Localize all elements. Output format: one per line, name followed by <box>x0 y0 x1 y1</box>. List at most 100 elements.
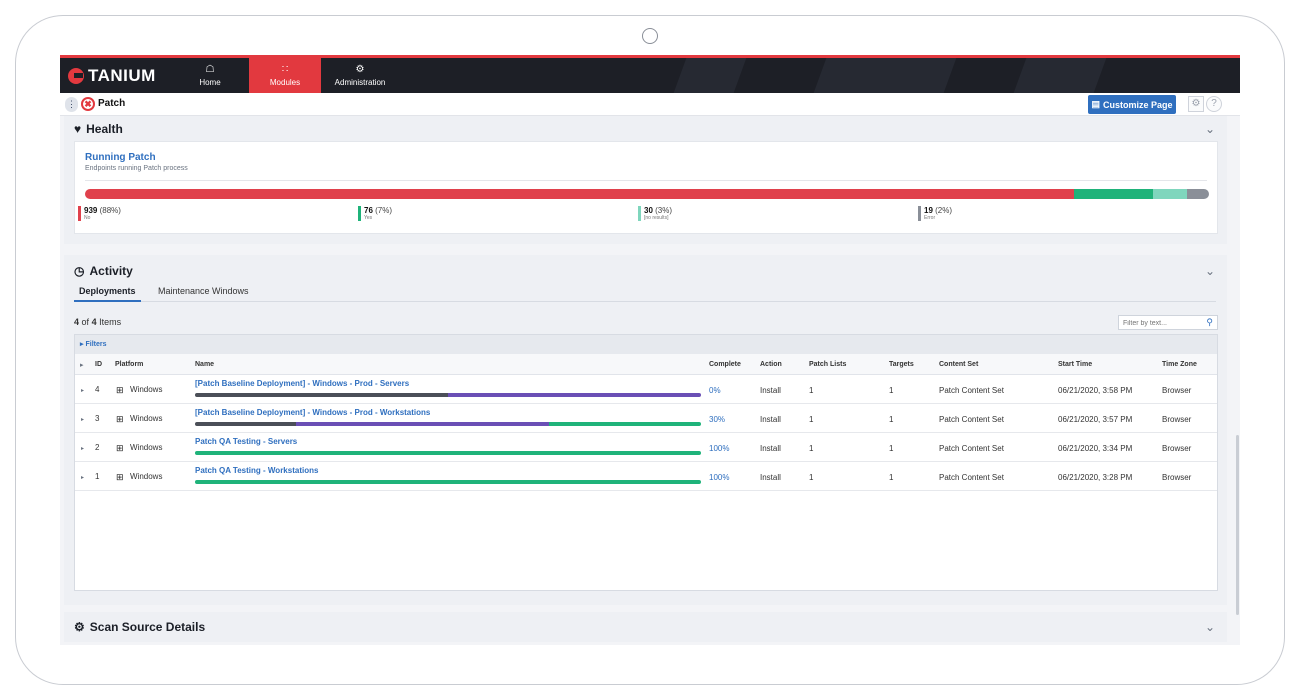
expand-row-icon[interactable]: ▸ <box>81 388 85 394</box>
card-subtitle: Endpoints running Patch process <box>85 165 188 172</box>
health-bar-segment <box>1074 189 1153 199</box>
activity-section: ◷ Activity ⌄ Deployments Maintenance Win… <box>64 255 1227 605</box>
health-stacked-bar <box>85 189 1209 199</box>
nav-administration-label: Administration <box>334 78 386 87</box>
customize-page-label: Customize Page <box>1102 99 1173 110</box>
row-platform: Windows <box>130 443 163 452</box>
legend-value: 939 (88%) <box>84 206 121 215</box>
settings-gear-button[interactable]: ⚙ <box>1188 96 1204 112</box>
progress-segment <box>296 422 550 426</box>
row-platform: Windows <box>130 472 163 481</box>
table-header: ▸ ID Platform Name Complete Action Patch… <box>75 354 1217 375</box>
legend-label: Yes <box>364 215 373 221</box>
tanium-logo[interactable]: TANIUM <box>68 66 156 86</box>
page-title: Patch <box>98 98 126 109</box>
customize-page-button[interactable]: ▤ Customize Page <box>1088 95 1176 114</box>
help-button[interactable]: ? <box>1206 96 1222 112</box>
table-row[interactable]: ▸ 4 ⊞ Windows [Patch Baseline Deployment] - … <box>75 375 1217 404</box>
expand-row-icon[interactable]: ▸ <box>81 417 85 423</box>
legend-value: 76 (7%) <box>364 206 392 215</box>
row-action: Install <box>760 473 781 482</box>
row-targets: 1 <box>889 386 894 395</box>
column-header[interactable]: Action <box>760 361 782 368</box>
legend-yes[interactable]: 76 (7%) Yes <box>358 205 558 223</box>
card-title[interactable]: Running Patch <box>85 152 156 163</box>
row-name-link[interactable]: Patch QA Testing - Workstations <box>195 466 319 475</box>
legend-no-results[interactable]: 30 (3%) [no results] <box>638 205 838 223</box>
row-patch-lists: 1 <box>809 415 814 424</box>
chevron-down-icon[interactable]: ⌄ <box>1204 264 1215 278</box>
chevron-down-icon[interactable]: ⌄ <box>1204 620 1215 634</box>
camera-icon <box>642 28 658 44</box>
row-targets: 1 <box>889 473 894 482</box>
row-name-link[interactable]: Patch QA Testing - Servers <box>195 437 298 446</box>
expand-row-icon[interactable]: ▸ <box>81 475 85 481</box>
filter-input[interactable] <box>1123 318 1201 328</box>
windows-icon: ⊞ <box>116 385 124 395</box>
scan-source-section: ⚙ Scan Source Details ⌄ <box>64 612 1227 642</box>
expand-all-icon[interactable]: ▸ <box>80 362 84 369</box>
column-header[interactable]: Start Time <box>1058 361 1093 368</box>
row-time-zone: Browser <box>1162 473 1192 482</box>
activity-tabs: Deployments Maintenance Windows <box>74 285 1216 302</box>
activity-header[interactable]: ◷ Activity <box>74 264 133 278</box>
table-row[interactable]: ▸ 3 ⊞ Windows [Patch Baseline Deployment] - … <box>75 404 1217 433</box>
count-suffix: Items <box>99 317 122 327</box>
tab-deployments[interactable]: Deployments <box>74 286 141 302</box>
search-icon[interactable]: ⚲ <box>1206 317 1213 327</box>
health-header[interactable]: ♥ Health <box>74 122 123 136</box>
table-row[interactable]: ▸ 2 ⊞ Windows Patch QA Testing - Servers 100%… <box>75 433 1217 462</box>
row-targets: 1 <box>889 415 894 424</box>
row-patch-lists: 1 <box>809 444 814 453</box>
row-time-zone: Browser <box>1162 444 1192 453</box>
scan-source-header[interactable]: ⚙ Scan Source Details <box>74 620 205 634</box>
row-targets: 1 <box>889 444 894 453</box>
caret-right-icon: ▸ <box>80 341 84 348</box>
legend-swatch <box>78 206 81 221</box>
nav-modules[interactable]: ∷ Modules <box>249 58 321 93</box>
row-platform: Windows <box>130 414 163 423</box>
health-title: Health <box>86 122 123 136</box>
health-bar-segment <box>85 189 1075 199</box>
progress-segment <box>549 422 701 426</box>
row-complete: 0% <box>709 386 721 395</box>
column-header[interactable]: Content Set <box>939 361 979 368</box>
column-header[interactable]: Name <box>195 361 215 368</box>
column-header[interactable]: Time Zone <box>1162 361 1197 368</box>
legend-no[interactable]: 939 (88%) No <box>78 205 278 223</box>
windows-icon: ⊞ <box>116 443 124 453</box>
heart-icon: ♥ <box>74 122 82 136</box>
filters-toggle[interactable]: ▸ Filters <box>75 335 1217 354</box>
legend-error[interactable]: 19 (2%) Error <box>918 205 1118 223</box>
expand-row-icon[interactable]: ▸ <box>81 446 85 452</box>
legend-count: 19 <box>924 206 933 215</box>
nav-administration[interactable]: ⚙ Administration <box>324 58 396 93</box>
kebab-menu-icon[interactable]: ⋮ <box>65 97 78 112</box>
row-content-set: Patch Content Set <box>939 444 1004 453</box>
scrollbar[interactable] <box>1236 435 1239 615</box>
app-screen: TANIUM ☖ Home ∷ Modules ⚙ Administration… <box>60 55 1240 645</box>
column-header[interactable]: Complete <box>709 361 741 368</box>
column-header[interactable]: Platform <box>115 361 144 368</box>
grid-icon: ∷ <box>281 64 289 75</box>
column-header[interactable]: Targets <box>889 361 914 368</box>
row-patch-lists: 1 <box>809 473 814 482</box>
item-count: 4 of 4 Items <box>74 317 121 327</box>
legend-count: 30 <box>644 206 653 215</box>
column-header[interactable]: ID <box>95 361 102 368</box>
deployment-progress-bar <box>195 480 701 484</box>
count-total: 4 <box>91 317 97 327</box>
tab-maintenance-windows[interactable]: Maintenance Windows <box>158 286 249 296</box>
table-row[interactable]: ▸ 1 ⊞ Windows Patch QA Testing - Workstation… <box>75 462 1217 491</box>
row-name-link[interactable]: [Patch Baseline Deployment] - Windows - … <box>195 408 431 417</box>
list-icon: ▤ <box>1091 99 1100 109</box>
column-header[interactable]: Patch Lists <box>809 361 847 368</box>
chevron-down-icon[interactable]: ⌄ <box>1204 122 1215 136</box>
breadcrumb: ⋮ ✖ Patch ▤ Customize Page ⚙ ? <box>60 93 1240 116</box>
nav-decoration <box>673 58 747 93</box>
row-id: 3 <box>95 414 100 423</box>
windows-icon: ⊞ <box>116 414 124 424</box>
row-name-link[interactable]: [Patch Baseline Deployment] - Windows - … <box>195 379 410 388</box>
nav-home[interactable]: ☖ Home <box>174 58 246 93</box>
legend-swatch <box>638 206 641 221</box>
